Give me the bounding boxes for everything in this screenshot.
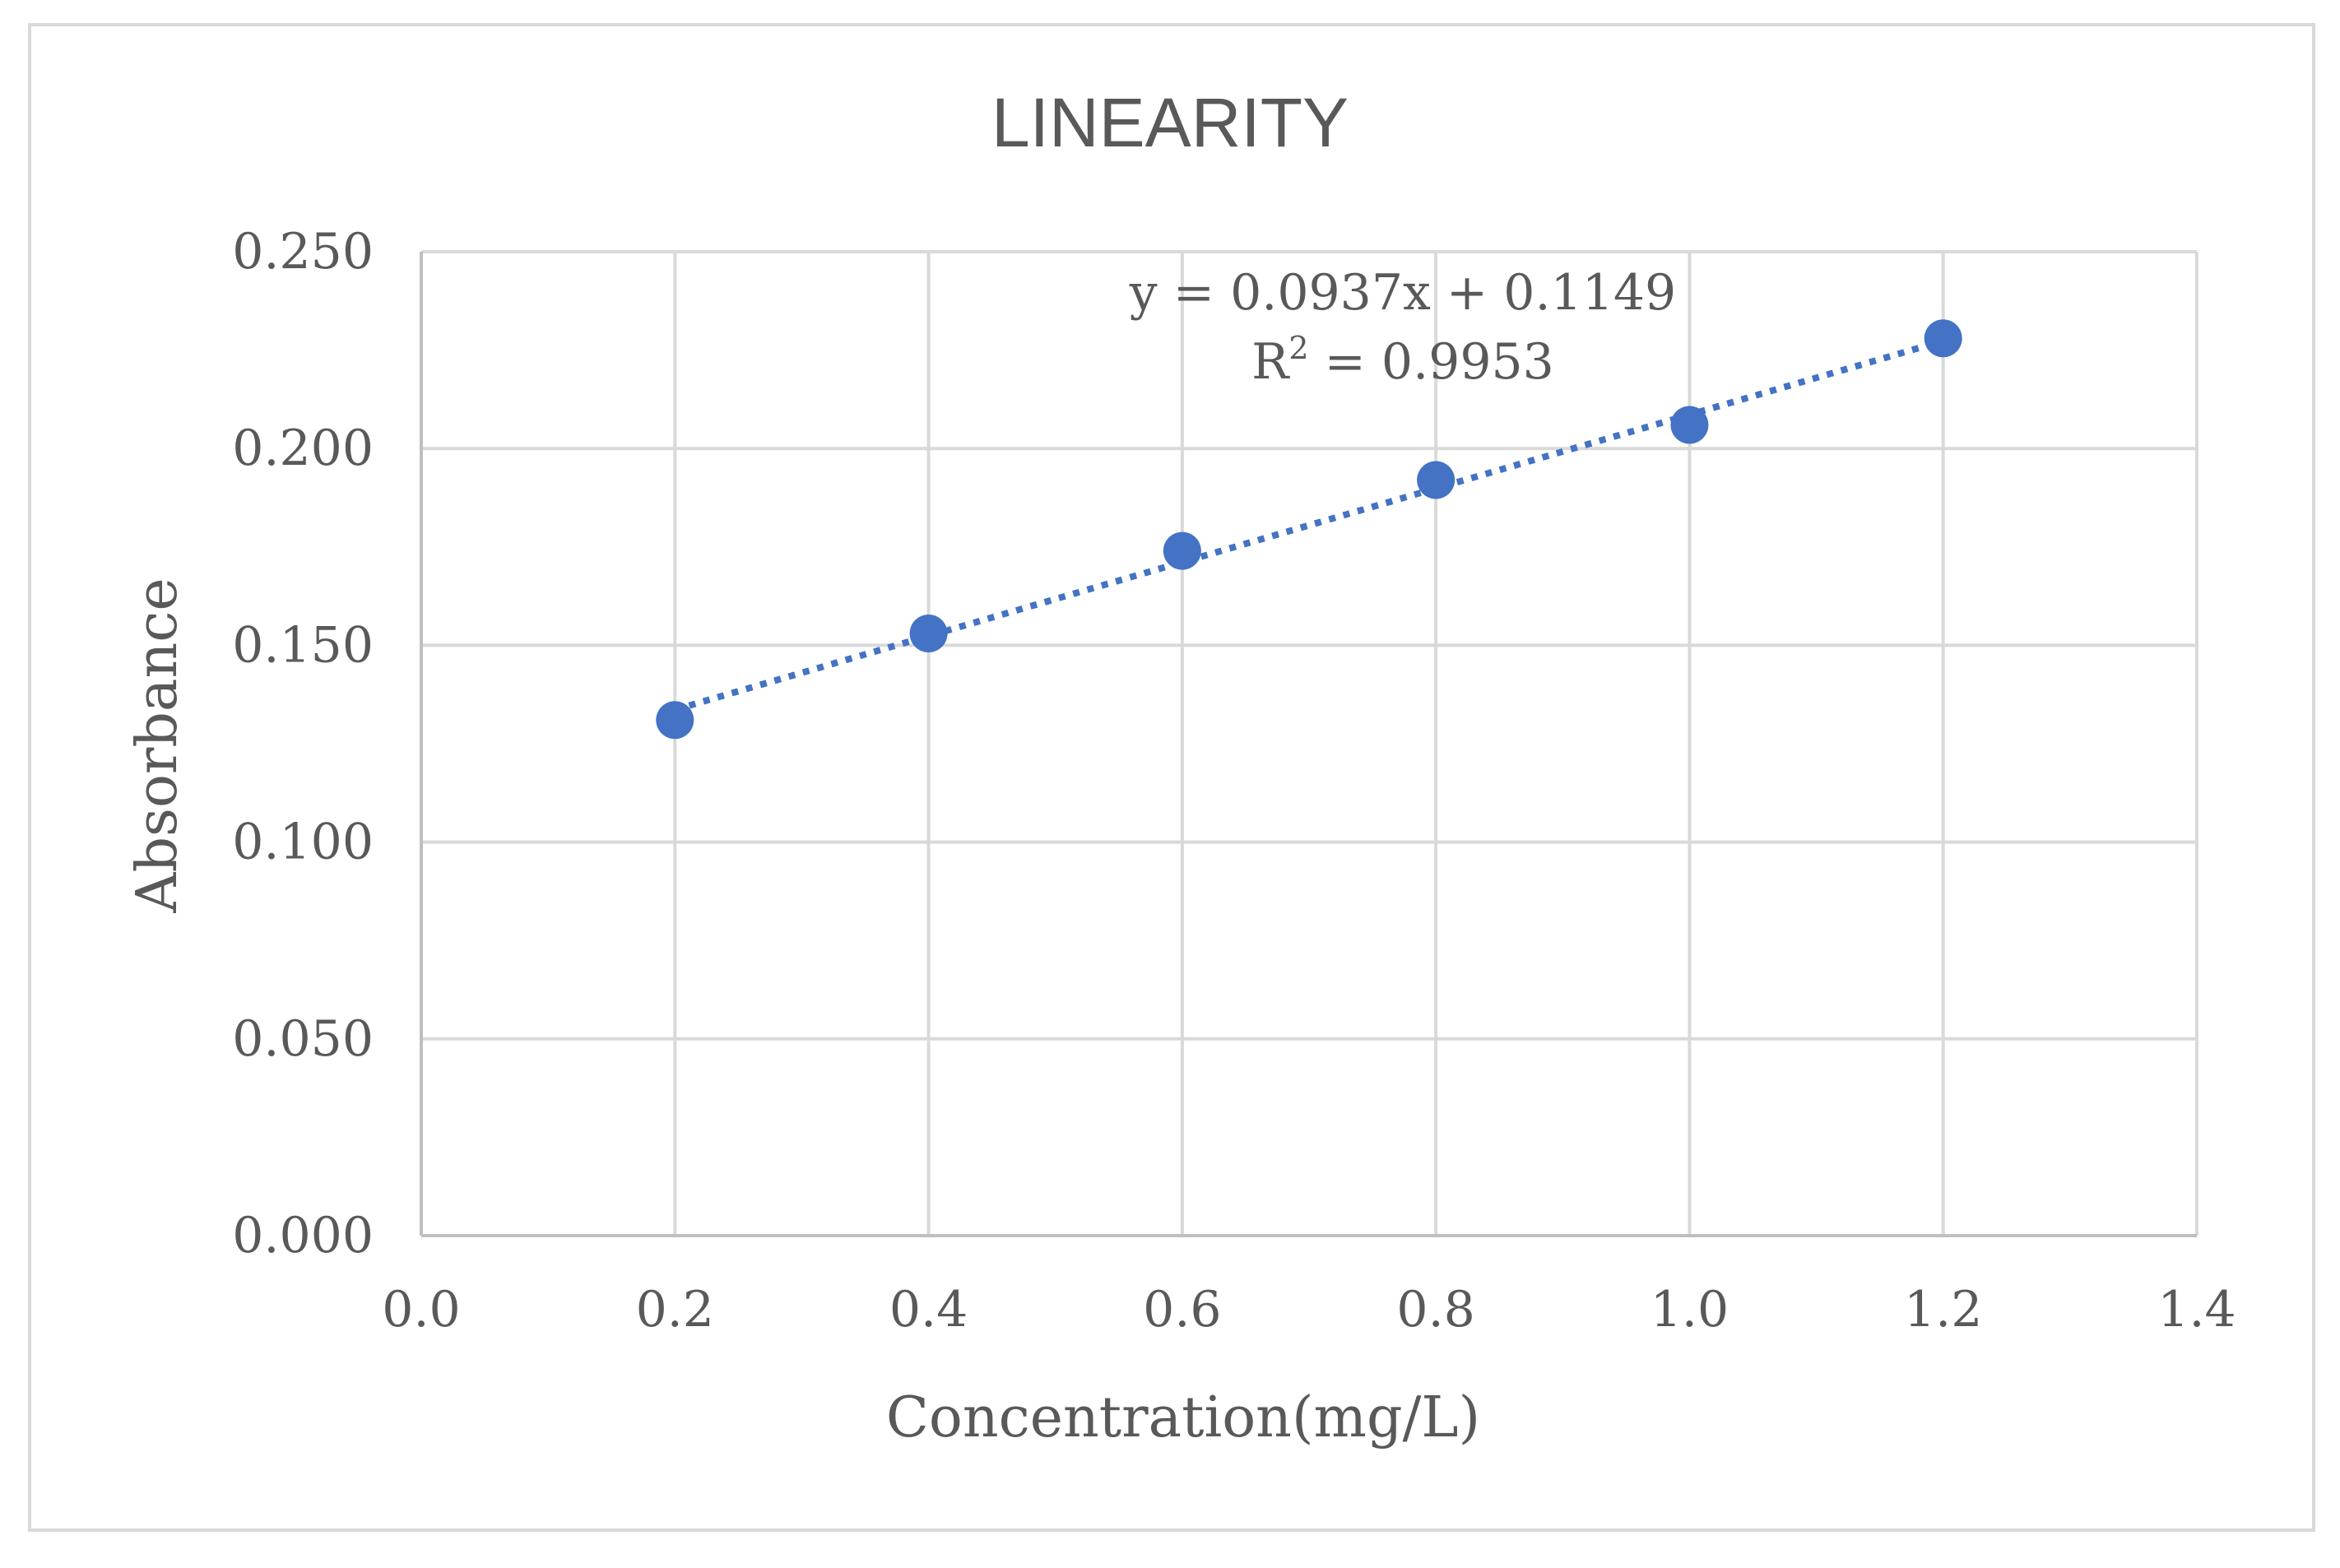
data-points (656, 319, 1962, 740)
data-point (909, 615, 948, 653)
x-tick-label: 0.8 (1396, 1281, 1474, 1338)
y-tick-label: 0.150 (232, 616, 374, 674)
x-tick-label: 1.0 (1651, 1281, 1729, 1338)
x-tick-label: 1.2 (1904, 1281, 1982, 1338)
chart-border (28, 23, 2315, 1532)
tick-labels: 0.000 0.050 0.100 0.150 0.200 0.250 0.0 0.2 0.4 0… (232, 223, 2236, 1338)
x-axis-title: Concentration(mg/L) (886, 1385, 1480, 1450)
y-tick-label: 0.000 (232, 1207, 374, 1264)
y-tick-label: 0.050 (232, 1010, 374, 1068)
x-tick-label: 0.6 (1143, 1281, 1221, 1338)
x-tick-label: 0.0 (382, 1281, 460, 1338)
x-tick-label: 0.2 (636, 1281, 714, 1338)
r-squared-prefix: R (1251, 333, 1290, 391)
trendline-equation: y = 0.0937x + 0.1149 (1129, 264, 1676, 322)
chart-title: LINEARITY (991, 84, 1349, 161)
r-squared-value: = 0.9953 (1309, 333, 1554, 391)
y-tick-label: 0.250 (232, 223, 374, 281)
y-tick-label: 0.100 (232, 814, 374, 871)
x-tick-label: 1.4 (2157, 1281, 2236, 1338)
data-point (1163, 531, 1201, 570)
data-point (1417, 461, 1456, 499)
data-point (1924, 319, 1962, 358)
y-axis-title: Absorbance (125, 578, 190, 913)
trendline-layer (674, 337, 1944, 713)
x-tick-label: 0.4 (889, 1281, 968, 1338)
data-point (1670, 406, 1709, 444)
y-tick-label: 0.200 (232, 420, 374, 477)
r-squared-label: R2 = 0.9953 (1251, 330, 1554, 391)
axes (420, 252, 2197, 1237)
trendline (674, 337, 1944, 713)
data-point (656, 701, 694, 740)
r-squared-superscript: 2 (1288, 330, 1308, 366)
